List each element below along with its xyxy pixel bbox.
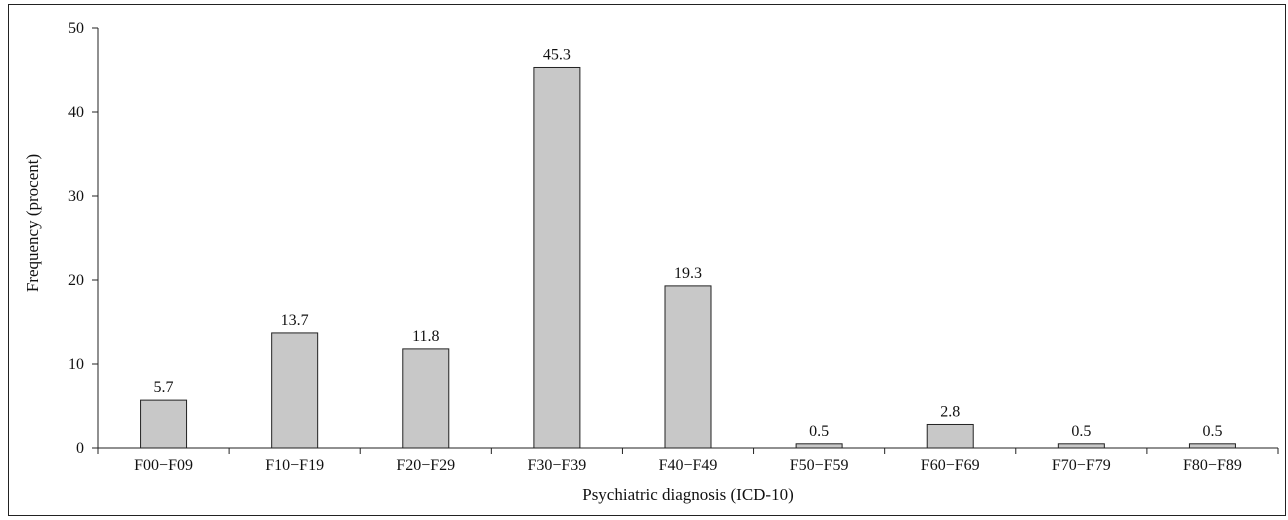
bar: [1057, 443, 1105, 449]
y-tick-label: 40: [68, 104, 84, 121]
x-tick-label: F40−F49: [659, 457, 718, 474]
x-tick-label: F60−F69: [921, 457, 980, 474]
bar: [271, 332, 319, 449]
x-tick-label: F30−F39: [527, 457, 586, 474]
bar-value-label: 11.8: [412, 328, 439, 345]
bar-value-label: 45.3: [543, 46, 571, 63]
x-tick-label: F70−F79: [1052, 457, 1111, 474]
x-tick-label: F80−F89: [1183, 457, 1242, 474]
y-tick-label: 10: [68, 356, 84, 373]
bar: [402, 348, 450, 449]
chart-frame: [8, 4, 1286, 516]
y-tick-label: 0: [76, 440, 84, 457]
bar: [926, 423, 974, 449]
x-tick-label: F20−F29: [396, 457, 455, 474]
bar-value-label: 0.5: [809, 423, 829, 440]
bar-value-label: 2.8: [940, 403, 960, 420]
y-tick-label: 20: [68, 272, 84, 289]
bar: [533, 66, 581, 449]
bar: [664, 285, 712, 449]
data-labels: 5.7 13.7 11.8 45.3 19.3 0.5 2.8 0.5 0.5: [154, 46, 1223, 439]
x-axis-title: Psychiatric diagnosis (ICD-10): [582, 485, 794, 504]
bar-value-label: 19.3: [674, 265, 702, 282]
bars: [140, 66, 1236, 449]
y-axis-title: Frequency (procent): [23, 154, 42, 292]
bar-value-label: 0.5: [1202, 423, 1222, 440]
bar-value-label: 5.7: [154, 379, 174, 396]
y-tick-label: 50: [68, 20, 84, 37]
x-tick-label: F50−F59: [790, 457, 849, 474]
y-tick-label: 30: [68, 188, 84, 205]
bar-value-label: 13.7: [281, 312, 309, 329]
x-tick-label: F10−F19: [265, 457, 324, 474]
bar-value-label: 0.5: [1071, 423, 1091, 440]
bar: [1188, 443, 1236, 449]
bar: [140, 399, 188, 449]
bar: [795, 443, 843, 449]
x-tick-label: F00−F09: [134, 457, 193, 474]
